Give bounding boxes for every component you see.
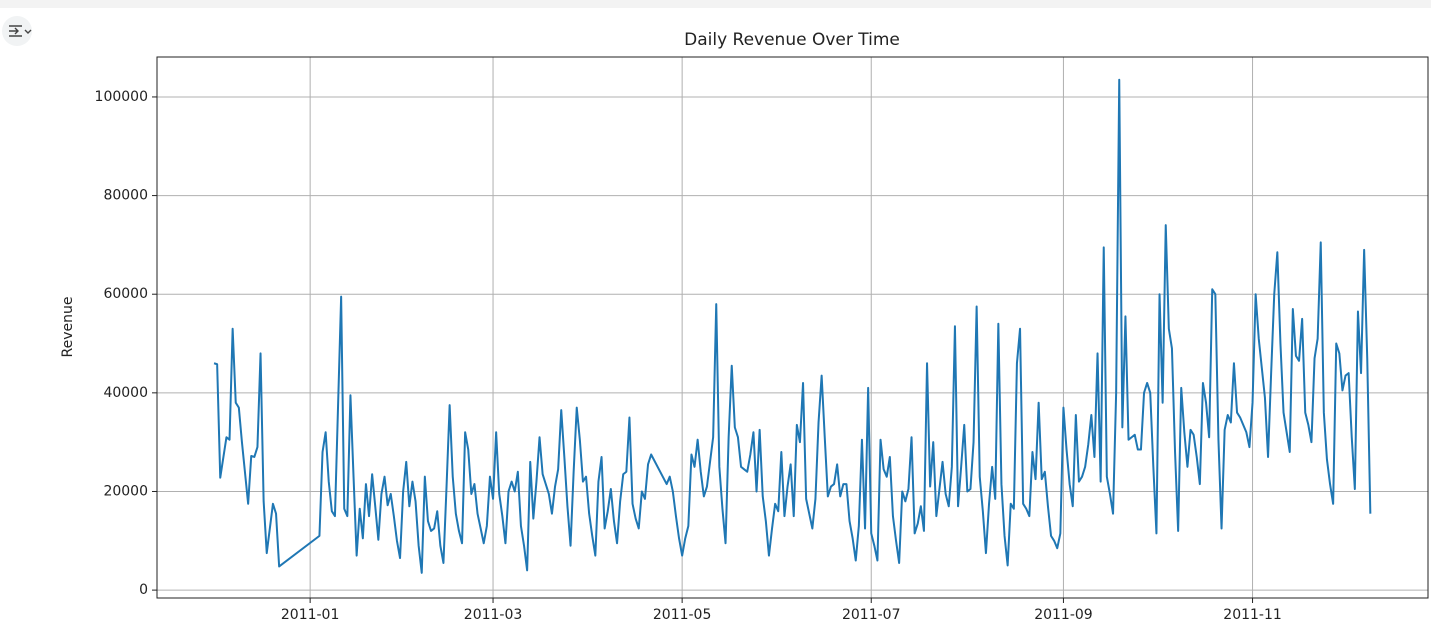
x-tick-label: 2011-09 <box>1034 607 1093 623</box>
y-tick-label: 60000 <box>103 286 148 302</box>
chart-title: Daily Revenue Over Time <box>684 30 900 50</box>
y-tick-label: 40000 <box>103 385 148 401</box>
data-line <box>213 78 1372 574</box>
output-toggle-icon[interactable] <box>2 16 32 46</box>
x-tick-label: 2011-01 <box>281 607 340 623</box>
top-bar <box>0 0 1431 8</box>
y-tick-label: 20000 <box>103 483 148 499</box>
y-axis-label: Revenue <box>60 297 76 358</box>
y-tick-label: 0 <box>139 582 148 598</box>
y-tick-label: 80000 <box>103 188 148 204</box>
x-tick-label: 2011-07 <box>842 607 901 623</box>
x-tick-label: 2011-11 <box>1223 607 1282 623</box>
x-tick-label: 2011-05 <box>653 607 712 623</box>
x-tick-label: 2011-03 <box>464 607 523 623</box>
y-tick-label: 100000 <box>95 89 148 105</box>
plot-frame <box>156 56 1429 599</box>
